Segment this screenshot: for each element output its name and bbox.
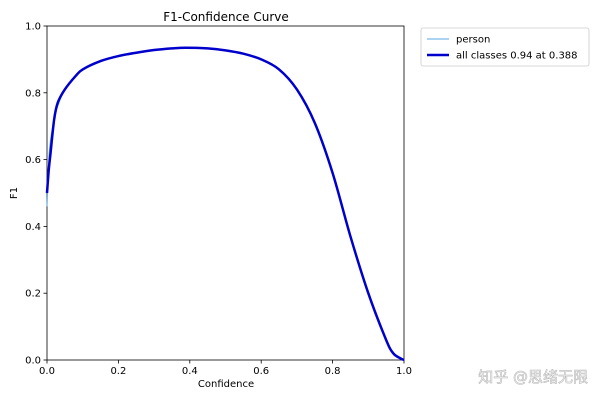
watermark-text: 知乎 @思绪无限 [478,368,588,386]
series-line-person [46,47,405,361]
series-layer [45,46,405,362]
y-tick-label: 0.2 [25,289,41,300]
y-tick-label: 0.0 [25,356,41,367]
x-tick-label: 0.8 [325,366,341,377]
legend-box [420,27,590,67]
y-tick-label: 1.0 [25,22,41,33]
plot-frame [46,25,405,361]
y-axis-label: F1 [9,187,20,199]
x-tick-label: 0.2 [110,366,126,377]
y-tick-label: 0.6 [25,155,41,166]
y-tick-label: 0.4 [25,222,41,233]
legend-label-all-classes: all classes 0.94 at 0.388 [456,51,578,62]
y-tick-label: 0.8 [25,88,41,99]
series-line-all-classes [45,46,405,362]
axis-ticks: 0.0 0.2 0.4 0.6 0.8 1.0 0.0 0.2 0.4 0.6 0.8 1.0 [25,22,412,378]
x-axis-label: Confidence [198,379,254,390]
x-tick-label: 0.6 [253,366,269,377]
x-tick-label: 0.4 [182,366,198,377]
x-tick-label: 1.0 [396,366,412,377]
legend-label-person: person [456,35,490,46]
chart-title: F1-Confidence Curve [163,10,289,24]
x-tick-label: 0.0 [39,366,55,377]
legend: person all classes 0.94 at 0.388 [420,27,590,67]
